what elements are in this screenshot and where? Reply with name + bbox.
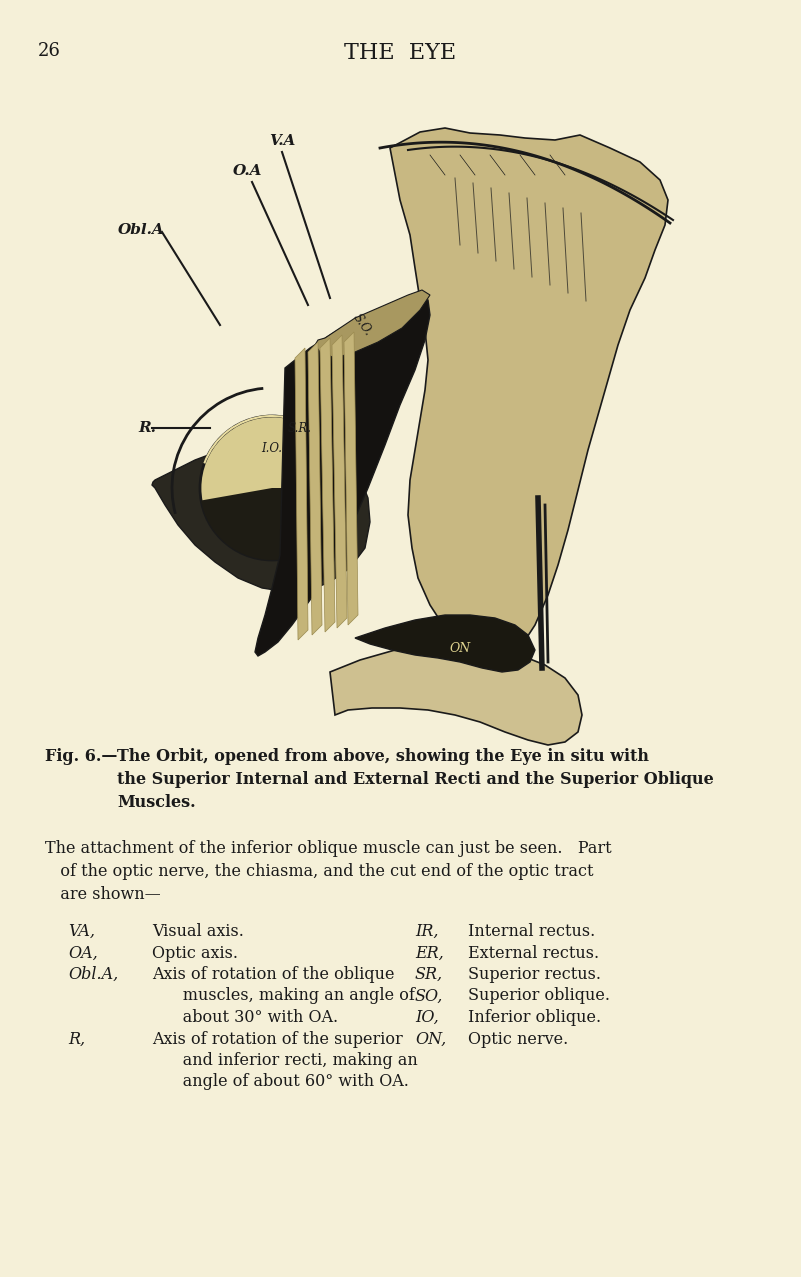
Text: OA,: OA,	[68, 945, 98, 962]
Text: of the optic nerve, the chiasma, and the cut end of the optic tract: of the optic nerve, the chiasma, and the…	[45, 863, 594, 880]
Text: Muscles.: Muscles.	[117, 794, 195, 811]
Text: Superior oblique.: Superior oblique.	[468, 987, 610, 1005]
Polygon shape	[315, 290, 430, 358]
Text: S.O.: S.O.	[350, 312, 374, 338]
Text: angle of about 60° with OA.: angle of about 60° with OA.	[152, 1074, 409, 1091]
Text: the Superior Internal and External Recti and the Superior Oblique: the Superior Internal and External Recti…	[117, 771, 714, 788]
Text: ON: ON	[449, 641, 471, 655]
Text: Optic axis.: Optic axis.	[152, 945, 238, 962]
Polygon shape	[390, 128, 668, 670]
Polygon shape	[320, 338, 335, 632]
Text: muscles, making an angle of: muscles, making an angle of	[152, 987, 415, 1005]
Text: Axis of rotation of the oblique: Axis of rotation of the oblique	[152, 965, 395, 983]
Polygon shape	[355, 616, 535, 672]
Text: Optic nerve.: Optic nerve.	[468, 1031, 568, 1047]
Text: Visual axis.: Visual axis.	[152, 923, 244, 940]
Wedge shape	[201, 488, 344, 561]
Polygon shape	[255, 298, 430, 656]
Text: Obl.A: Obl.A	[118, 223, 165, 238]
Circle shape	[200, 416, 344, 561]
Text: IO,: IO,	[415, 1009, 439, 1025]
Text: S.R.: S.R.	[288, 421, 312, 434]
Text: VA,: VA,	[68, 923, 95, 940]
Polygon shape	[295, 349, 308, 640]
Text: THE  EYE: THE EYE	[344, 42, 456, 64]
Polygon shape	[330, 645, 582, 744]
Text: The Orbit, opened from above, showing the Eye in situ with: The Orbit, opened from above, showing th…	[117, 748, 649, 765]
Text: ER,: ER,	[415, 945, 444, 962]
Text: are shown—: are shown—	[45, 886, 161, 903]
Text: V.A: V.A	[269, 134, 296, 148]
Polygon shape	[344, 332, 358, 624]
Text: External rectus.: External rectus.	[468, 945, 599, 962]
Text: IR,: IR,	[415, 923, 438, 940]
Polygon shape	[332, 335, 347, 628]
Text: SO,: SO,	[415, 987, 444, 1005]
Text: and inferior recti, making an: and inferior recti, making an	[152, 1052, 418, 1069]
Text: R.: R.	[138, 421, 156, 435]
Text: O.A: O.A	[233, 163, 263, 178]
Text: Axis of rotation of the superior: Axis of rotation of the superior	[152, 1031, 403, 1047]
Polygon shape	[152, 441, 370, 593]
Text: Obl.A,: Obl.A,	[68, 965, 119, 983]
Polygon shape	[308, 342, 322, 635]
Text: I.O.: I.O.	[261, 442, 283, 455]
Text: ON,: ON,	[415, 1031, 446, 1047]
Text: Internal rectus.: Internal rectus.	[468, 923, 595, 940]
Text: about 30° with OA.: about 30° with OA.	[152, 1009, 338, 1025]
Text: The attachment of the inferior oblique muscle can just be seen.   Part: The attachment of the inferior oblique m…	[45, 840, 612, 857]
Text: Superior rectus.: Superior rectus.	[468, 965, 601, 983]
Text: 26: 26	[38, 42, 61, 60]
Text: Fig. 6.—: Fig. 6.—	[45, 748, 118, 765]
Text: Inferior oblique.: Inferior oblique.	[468, 1009, 601, 1025]
Text: R,: R,	[68, 1031, 85, 1047]
Text: SR,: SR,	[415, 965, 443, 983]
